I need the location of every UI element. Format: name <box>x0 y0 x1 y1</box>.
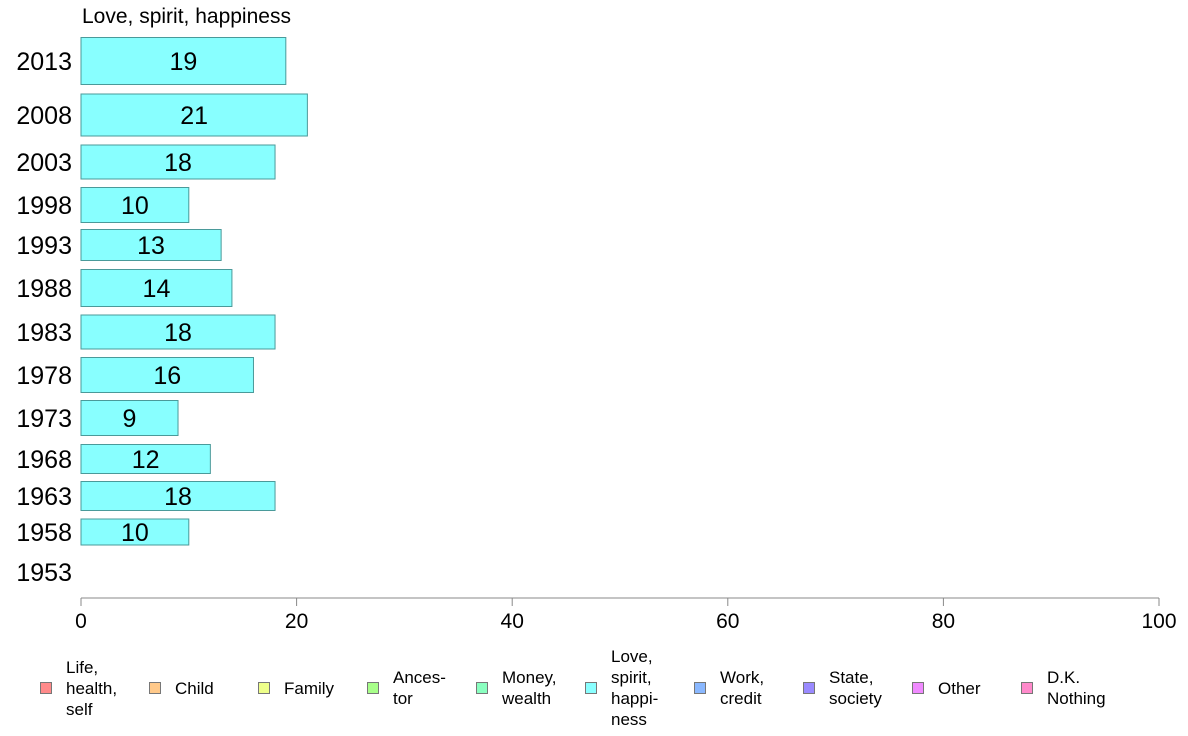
bar-data-label: 9 <box>123 405 137 433</box>
bar <box>80 444 211 474</box>
legend-swatch <box>912 682 924 694</box>
y-tick-label: 1973 <box>16 405 72 433</box>
legend-item: Other <box>912 640 981 736</box>
legend-label: Family <box>284 678 335 698</box>
bar-data-label: 18 <box>164 319 192 347</box>
bar <box>80 229 222 261</box>
legend-item: Family <box>258 640 334 736</box>
legend-swatch <box>149 682 161 694</box>
bar-data-label: 16 <box>153 362 181 390</box>
bar-data-label: 18 <box>164 483 192 511</box>
y-tick-label: 1978 <box>16 362 72 390</box>
bar <box>80 314 276 350</box>
legend-label: Work, credit <box>720 668 765 708</box>
chart-legend: Life, health, self Child Family Ances- tor M… <box>0 640 1188 736</box>
legend-label: Life, health, self <box>66 657 118 719</box>
y-tick-label: 1963 <box>16 483 72 511</box>
legend-label: State, society <box>829 668 882 708</box>
bar <box>80 144 276 180</box>
bar-data-label: 10 <box>121 192 149 220</box>
x-tick-label: 80 <box>932 610 955 633</box>
y-tick-label: 1968 <box>16 446 72 474</box>
bar-data-label: 13 <box>137 232 165 260</box>
legend-item: Work, credit <box>694 640 764 736</box>
y-tick-label: 1993 <box>16 232 72 260</box>
legend-item: Ances- tor <box>367 640 446 736</box>
bar <box>80 269 233 307</box>
legend-label: Money, wealth <box>502 668 557 708</box>
y-tick-label: 2013 <box>16 48 72 76</box>
bar-data-label: 14 <box>143 275 171 303</box>
y-tick-label: 1983 <box>16 319 72 347</box>
bar <box>80 357 254 393</box>
y-tick-label: 2008 <box>16 102 72 130</box>
x-tick-label: 60 <box>716 610 739 633</box>
legend-item: D.K. Nothing <box>1021 640 1106 736</box>
x-tick-label: 100 <box>1141 610 1176 633</box>
x-tick-label: 40 <box>501 610 524 633</box>
bar-chart: 2013 19 2008 21 2003 18 1998 10 1993 13 1988 14 1983… <box>16 37 1177 633</box>
legend-item: Money, wealth <box>476 640 557 736</box>
legend-swatch <box>476 682 488 694</box>
chart-title: Love, spirit, happiness <box>82 5 291 28</box>
y-tick-label: 1953 <box>16 559 72 587</box>
bar <box>80 400 179 436</box>
bar <box>80 518 190 546</box>
legend-swatch <box>40 682 52 694</box>
y-tick-label: 2003 <box>16 149 72 177</box>
bar <box>80 37 287 85</box>
x-tick-label: 20 <box>285 610 308 633</box>
legend-item: Life, health, self <box>40 640 117 736</box>
bar-data-label: 21 <box>180 102 208 130</box>
bar-data-label: 10 <box>121 519 149 547</box>
legend-swatch <box>585 682 597 694</box>
legend-label: Ances- tor <box>393 668 446 708</box>
y-tick-label: 1958 <box>16 519 72 547</box>
legend-label: Other <box>938 678 981 698</box>
legend-label: Love, spirit, happi- ness <box>611 647 659 729</box>
bar <box>80 93 308 137</box>
bar-data-label: 18 <box>164 149 192 177</box>
legend-swatch <box>258 682 270 694</box>
legend-swatch <box>367 682 379 694</box>
legend-label: Child <box>175 678 214 698</box>
y-tick-label: 1988 <box>16 275 72 303</box>
bar <box>80 481 276 511</box>
legend-swatch <box>694 682 706 694</box>
x-tick-label: 0 <box>75 610 87 633</box>
legend-swatch <box>803 682 815 694</box>
bar-data-label: 12 <box>132 446 160 474</box>
legend-swatch <box>1021 682 1033 694</box>
legend-item: Child <box>149 640 214 736</box>
bar-data-label: 19 <box>170 48 198 76</box>
legend-item: Love, spirit, happi- ness <box>585 640 658 736</box>
y-tick-label: 1998 <box>16 192 72 220</box>
legend-item: State, society <box>803 640 882 736</box>
bar <box>80 187 190 223</box>
legend-label: D.K. Nothing <box>1047 668 1106 708</box>
